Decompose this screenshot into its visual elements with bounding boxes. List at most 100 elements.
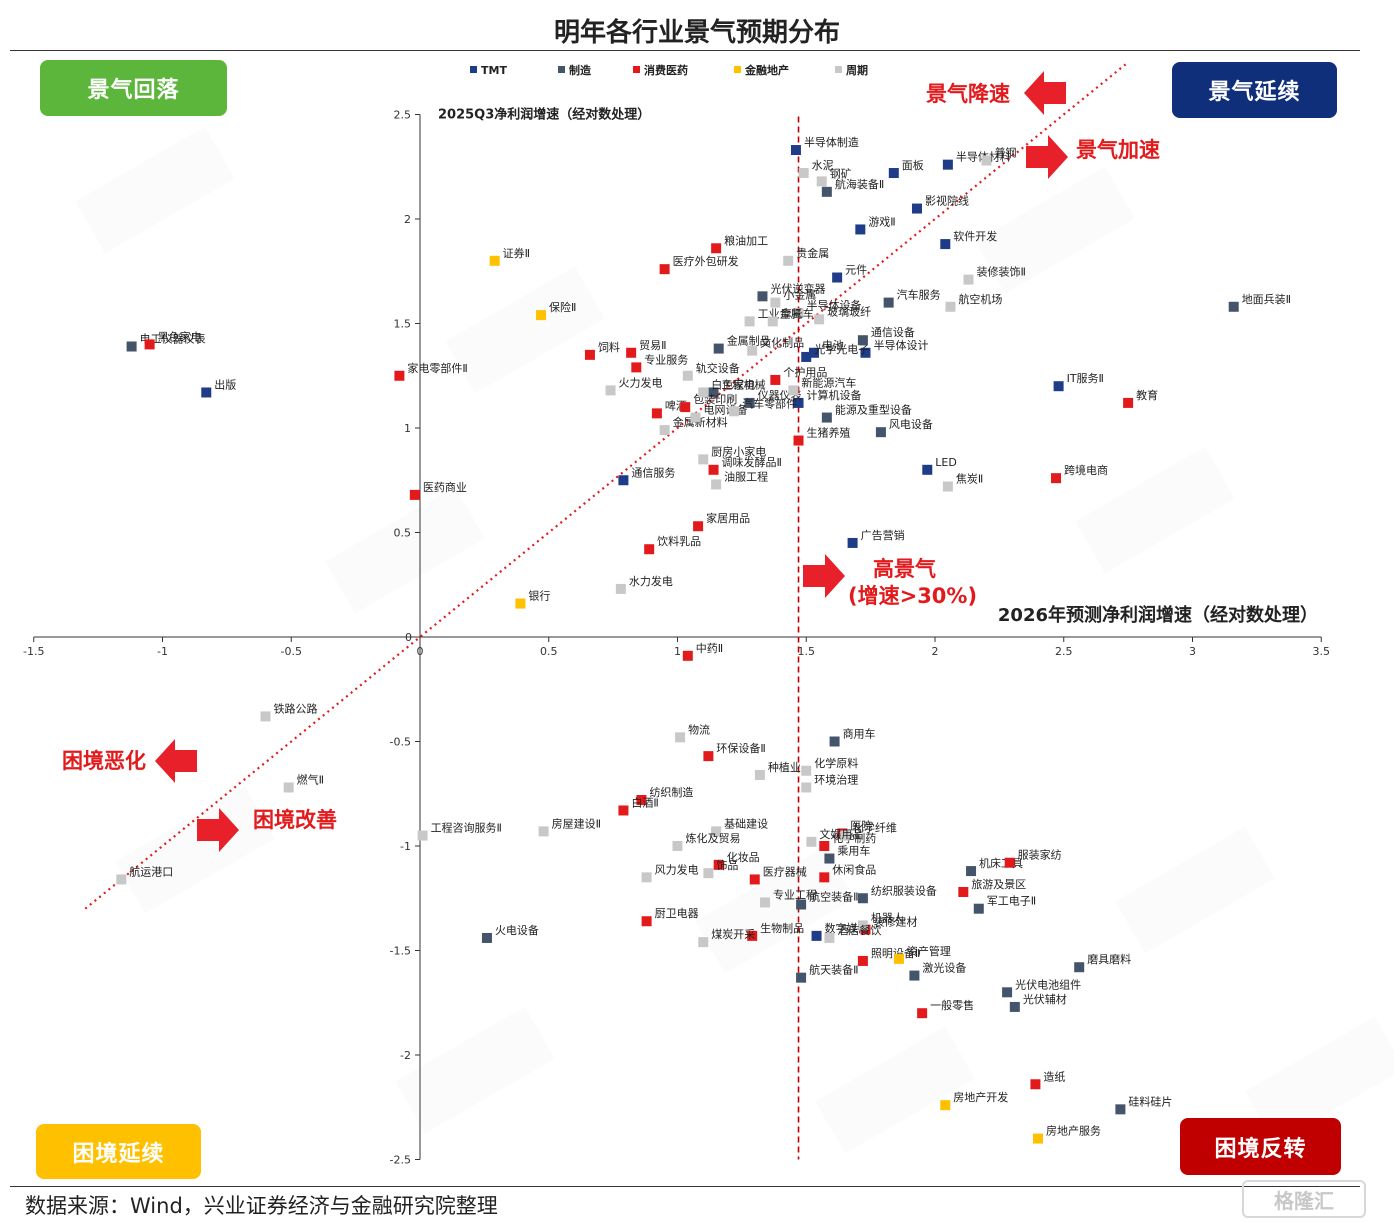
point-照明设备Ⅱ [857,955,868,966]
point-半导体制造 [790,145,801,156]
point-label: 环保设备Ⅱ [716,741,765,755]
x-tick-label: 1.5 [798,645,816,658]
point-装修装饰Ⅱ [963,274,974,285]
point-风力发电 [641,872,652,883]
watermark-stamp [445,266,605,394]
point-炼化及贸易 [672,841,683,851]
point-家居用品 [693,521,704,532]
point-小金属 [770,297,781,308]
point-计算机设备 [793,397,804,408]
legend-swatch [470,66,477,73]
point-焦炭Ⅱ [942,481,953,492]
point-金属新材料 [659,425,670,436]
point-一般零售 [917,1008,928,1019]
scatter-plot: -1.5 -1 -0.5 0 0.5 1 1.5 2 2.5 3 3.5 2.5 2 1.5 1 0.5 -0.… [23,63,1330,1167]
x-tick-label: -0.5 [281,645,302,658]
point-跨境电商 [1051,473,1062,484]
point-生猪养殖 [793,435,804,446]
watermark-stamp [115,786,275,914]
point-房屋建设Ⅱ [538,826,549,837]
point-新能源汽车 [788,385,799,396]
watermark-stamp [325,486,485,614]
point-汽车零部件 [729,406,740,417]
point-label: 风力发电 [655,862,699,876]
point-label: 煤炭开采 [711,928,755,941]
arrow-improve [197,808,239,852]
point-label: 摩托车 [781,306,814,320]
point-label: 汽车服务 [897,288,941,302]
legend-label: 消费医药 [644,63,688,77]
point-label: 汽车零部件 [742,396,797,410]
point-包装印刷 [680,402,691,413]
point-证券Ⅱ [489,255,500,266]
point-乘用车 [824,853,835,864]
point-激光设备 [909,970,920,981]
y-tick-label: -1.5 [390,945,411,958]
point-磨具磨料 [1074,962,1085,973]
point-电工仪器仪表 [126,341,137,352]
point-面板 [888,168,899,179]
point-label: 计算机设备 [807,388,862,402]
point-个护用品 [770,374,781,385]
annotation-accel: 景气加速 [1076,138,1160,162]
point-label: 房屋建设Ⅱ [552,816,601,830]
point-label: 跨境电商 [1064,463,1108,477]
point-文娱用品 [806,836,817,847]
legend-label: 制造 [569,63,592,77]
point-家电零部件Ⅱ [394,370,405,381]
point-label: 纺织制造 [649,785,693,799]
point-火力发电 [605,385,616,396]
point-label: 房地产服务 [1046,1124,1101,1138]
point-化妆品 [713,859,724,870]
point-label: 造纸 [1043,1069,1065,1083]
point-机床工具 [966,866,977,877]
point-label: 电网设备 [704,403,748,417]
point-种植业 [754,769,765,780]
point-label: 银行 [528,589,550,603]
watermark-stamp [395,1006,555,1134]
point-label: 磨具磨料 [1087,952,1131,966]
point-工程咨询服务Ⅱ [417,830,428,841]
legend-swatch [633,66,640,73]
point-光伏辅材 [1009,1001,1020,1012]
point-label: 装修装饰Ⅱ [976,265,1025,279]
x-tick-label: 3 [1189,645,1196,658]
point-label: 光伏辅材 [1023,992,1067,1006]
point-地面兵装Ⅱ [1228,301,1239,312]
point-label: 机器人 [871,910,904,924]
point-旅游及景区 [958,886,969,897]
point-label: 照明设备Ⅱ [871,946,920,960]
point-玻璃玻纤 [814,314,825,325]
point-label: 火力发电 [619,375,663,389]
point-label: 水力发电 [629,574,673,588]
legend-label: TMT [481,64,507,77]
arrow-worsen [155,739,197,783]
point-纺织制造 [636,795,647,806]
point-基础建设 [711,826,722,837]
point-白酒Ⅱ [618,805,629,816]
point-饰品 [703,868,714,879]
point-label: 化学纤维 [853,821,897,835]
point-label: 白色家电 [711,377,755,391]
y-tick-label: 2 [404,213,411,226]
watermark-stamp [1115,826,1275,954]
point-厨卫电器 [641,916,652,927]
watermark-stamp [75,126,235,254]
point-医疗外包研发 [659,264,670,275]
y-tick-label: -2 [400,1049,411,1062]
annotation-high-2: (增速>30%) [848,584,977,608]
point-label: 文娱用品 [819,827,863,841]
point-电网设备 [690,412,701,423]
quadrant-badge-top-left: 景气回落 [40,60,227,116]
y-tick-label: 1.5 [394,318,412,331]
point-label: 焦炭Ⅱ [956,473,983,486]
point-铁路公路 [260,711,271,722]
point-商用车 [829,736,840,747]
arrow-accel [1026,135,1068,179]
point-半导体设备 [793,308,804,319]
origin-label: 0 [405,631,412,644]
point-label: 炼化及贸易 [686,831,741,845]
point-label: 航空机场 [958,292,1002,306]
point-label: 燃气Ⅱ [297,772,324,786]
point-label: 油服工程 [724,469,768,483]
